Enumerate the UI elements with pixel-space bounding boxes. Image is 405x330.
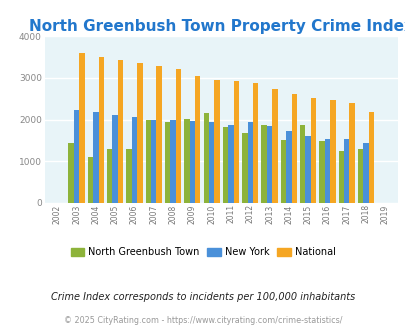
Bar — [214, 80, 219, 203]
Bar — [357, 149, 362, 203]
Bar — [280, 140, 286, 203]
Bar — [319, 141, 324, 203]
Bar — [93, 112, 98, 203]
Bar — [137, 63, 142, 203]
Legend: North Greenbush Town, New York, National: North Greenbush Town, New York, National — [66, 243, 339, 261]
Bar — [349, 103, 354, 203]
Bar — [74, 110, 79, 203]
Bar — [247, 122, 252, 203]
Bar — [299, 125, 305, 203]
Bar — [233, 81, 239, 203]
Bar — [266, 126, 272, 203]
Bar — [79, 52, 84, 203]
Bar — [145, 120, 151, 203]
Bar — [252, 82, 258, 203]
Bar — [184, 119, 189, 203]
Bar — [107, 149, 112, 203]
Text: © 2025 CityRating.com - https://www.cityrating.com/crime-statistics/: © 2025 CityRating.com - https://www.city… — [64, 316, 341, 325]
Bar — [170, 120, 175, 203]
Bar — [286, 131, 291, 203]
Bar — [362, 143, 368, 203]
Bar — [222, 127, 228, 203]
Bar — [156, 66, 162, 203]
Bar — [98, 57, 104, 203]
Bar — [261, 125, 266, 203]
Bar — [175, 69, 181, 203]
Text: Crime Index corresponds to incidents per 100,000 inhabitants: Crime Index corresponds to incidents per… — [51, 292, 354, 302]
Bar — [189, 121, 194, 203]
Bar — [310, 98, 315, 203]
Bar — [228, 125, 233, 203]
Bar — [343, 139, 349, 203]
Bar — [209, 122, 214, 203]
Bar — [126, 149, 131, 203]
Bar — [305, 136, 310, 203]
Bar — [194, 76, 200, 203]
Title: North Greenbush Town Property Crime Index: North Greenbush Town Property Crime Inde… — [29, 19, 405, 34]
Bar — [368, 112, 373, 203]
Bar — [241, 133, 247, 203]
Bar — [68, 143, 74, 203]
Bar — [87, 157, 93, 203]
Bar — [291, 94, 296, 203]
Bar — [338, 151, 343, 203]
Bar — [112, 115, 117, 203]
Bar — [272, 89, 277, 203]
Bar — [203, 113, 209, 203]
Bar — [329, 100, 335, 203]
Bar — [117, 60, 123, 203]
Bar — [131, 117, 137, 203]
Bar — [164, 122, 170, 203]
Bar — [324, 139, 329, 203]
Bar — [151, 120, 156, 203]
